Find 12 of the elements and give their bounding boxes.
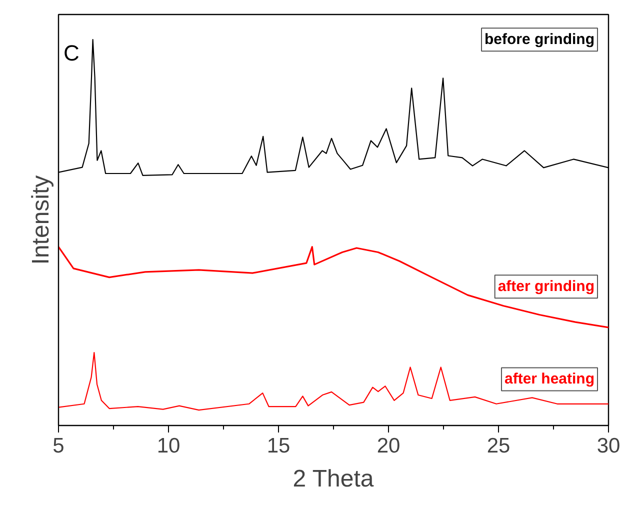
text: before grinding [484, 31, 595, 48]
x-tick-label: 25 [486, 434, 510, 458]
x-tick-label: 20 [376, 434, 400, 458]
x-tick-label: 10 [156, 434, 180, 458]
series-label: after grinding [498, 278, 595, 296]
x-tick-label: 15 [266, 434, 290, 458]
annotation: C [64, 40, 80, 66]
x-tick-label: 5 [52, 434, 64, 458]
series-label: after heating [504, 370, 594, 388]
y-axis-title: Intensity [28, 175, 54, 265]
x-tick-label: 30 [596, 434, 620, 458]
x-axis-title: 2 Theta [292, 466, 374, 492]
